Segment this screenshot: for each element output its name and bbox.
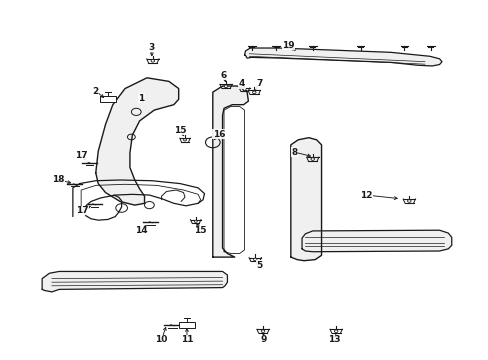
Circle shape [261, 330, 264, 333]
Text: 2: 2 [92, 86, 99, 95]
Text: 8: 8 [290, 148, 297, 157]
Text: 6: 6 [221, 71, 227, 80]
Text: 4: 4 [238, 80, 245, 89]
Text: 14: 14 [135, 226, 147, 235]
Polygon shape [212, 86, 248, 257]
Circle shape [310, 158, 314, 160]
Text: 17: 17 [75, 151, 87, 160]
Text: 1: 1 [138, 94, 144, 103]
Circle shape [243, 89, 245, 91]
Polygon shape [290, 138, 321, 261]
Polygon shape [302, 230, 451, 252]
Circle shape [253, 258, 257, 261]
Text: 10: 10 [155, 335, 167, 344]
Text: 11: 11 [181, 335, 193, 344]
Text: 15: 15 [194, 226, 206, 235]
Circle shape [183, 139, 186, 141]
Text: 3: 3 [148, 43, 155, 52]
Text: 9: 9 [260, 335, 266, 344]
Text: 19: 19 [282, 41, 294, 50]
Text: 5: 5 [256, 261, 262, 270]
Text: 13: 13 [328, 335, 340, 344]
Circle shape [334, 330, 337, 333]
Text: 7: 7 [255, 80, 262, 89]
Bar [100, 96, 116, 102]
Bar [179, 322, 194, 328]
Text: 16: 16 [212, 130, 225, 139]
Polygon shape [244, 48, 441, 66]
Circle shape [151, 59, 154, 62]
Text: 15: 15 [174, 126, 186, 135]
Text: 12: 12 [360, 190, 372, 199]
Polygon shape [96, 78, 178, 205]
Circle shape [194, 220, 197, 222]
Circle shape [224, 85, 227, 87]
Polygon shape [42, 271, 227, 292]
Text: 18: 18 [52, 175, 64, 184]
Circle shape [252, 91, 256, 94]
Circle shape [407, 200, 410, 202]
Text: 17: 17 [76, 206, 89, 215]
